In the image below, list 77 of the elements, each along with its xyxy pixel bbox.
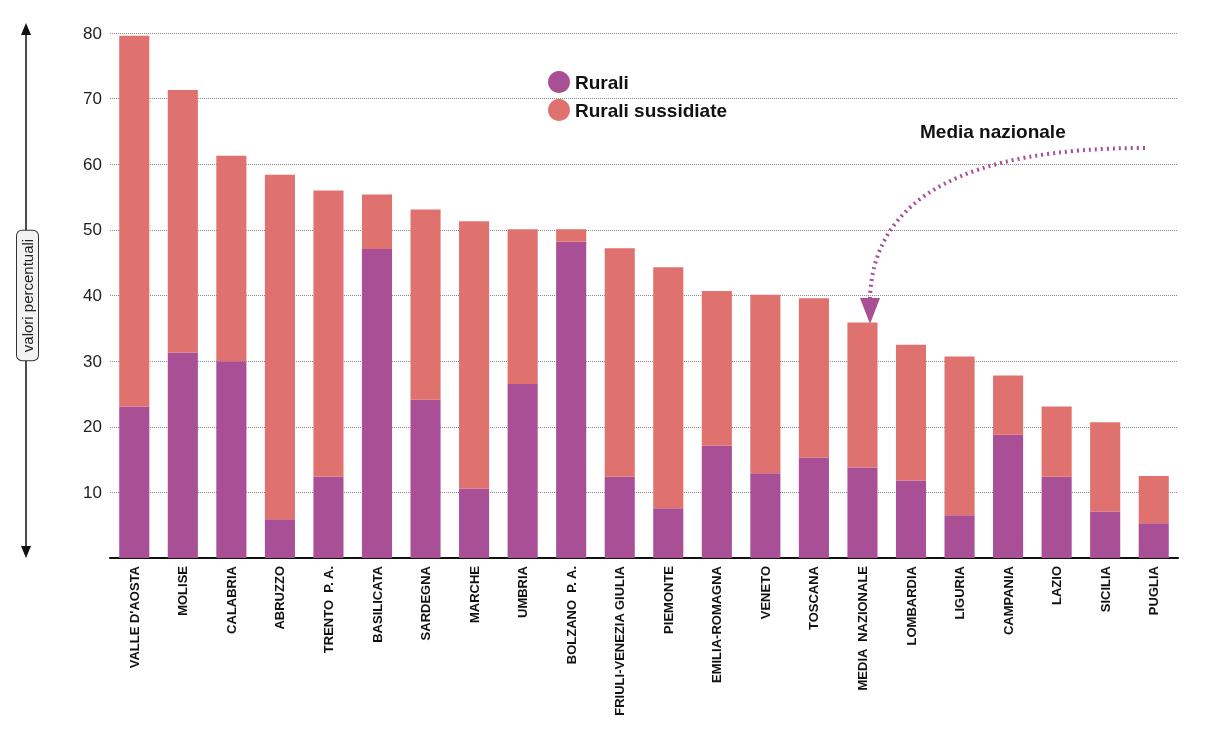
bar xyxy=(459,488,490,558)
x-tick-label: ABRUZZO xyxy=(272,566,288,630)
bar xyxy=(556,241,587,558)
bar xyxy=(1041,476,1072,558)
x-tick-label: VENETO xyxy=(757,566,773,620)
x-tick-label: LIGURIA xyxy=(952,565,968,620)
bar xyxy=(167,352,198,558)
bar xyxy=(750,473,781,558)
x-tick-label: PIEMONTE xyxy=(660,565,676,634)
x-tick-label: SARDEGNA xyxy=(418,565,434,641)
bar xyxy=(944,356,975,516)
bar xyxy=(993,375,1024,435)
x-tick-label: BOLZANO P. A. xyxy=(563,566,579,665)
bar xyxy=(459,221,490,489)
bar xyxy=(798,457,829,558)
bar xyxy=(1090,511,1121,558)
bar xyxy=(507,229,538,385)
bar xyxy=(556,229,587,242)
x-tick-label: FRIULI-VENEZIA GIULIA xyxy=(612,565,628,716)
y-tick-label: 70 xyxy=(83,89,102,109)
bar xyxy=(1090,422,1121,512)
bar xyxy=(264,519,295,558)
bar xyxy=(750,294,781,474)
bar xyxy=(167,90,198,353)
legend-label: Rurali xyxy=(575,71,629,93)
bar xyxy=(701,445,732,558)
bar xyxy=(216,361,247,558)
x-tick-label: MOLISE xyxy=(175,565,191,616)
bar xyxy=(264,174,295,520)
legend-label: Rurali sussidiate xyxy=(575,99,728,121)
bar xyxy=(604,248,635,477)
y-tick-label: 50 xyxy=(83,220,102,240)
bar xyxy=(604,476,635,558)
bar xyxy=(653,267,684,509)
x-tick-label: MEDIA NAZIONALE xyxy=(854,565,870,691)
bar xyxy=(410,209,441,400)
y-tick-label: 60 xyxy=(83,154,102,174)
bar xyxy=(847,467,878,558)
y-tick-label: 80 xyxy=(83,23,102,43)
x-tick-label: CAMPANIA xyxy=(1000,565,1016,636)
bar xyxy=(119,35,150,407)
x-tick-label: BASILICATA xyxy=(369,565,385,643)
x-tick-label: VALLE D'AOSTA xyxy=(126,565,142,669)
bar xyxy=(895,344,927,481)
bar xyxy=(653,508,684,558)
bar xyxy=(1138,475,1169,524)
bar xyxy=(798,298,829,458)
bar xyxy=(1041,406,1072,477)
y-tick-label: 40 xyxy=(83,286,102,305)
x-tick-label: LOMBARDIA xyxy=(903,565,919,646)
annotation: Media nazionale xyxy=(920,120,1066,142)
y-tick-label: 20 xyxy=(83,417,102,437)
bar xyxy=(119,406,150,558)
bar xyxy=(361,248,393,558)
x-tick-label: TRENTO P. A. xyxy=(320,566,336,654)
y-tick-label: 30 xyxy=(83,351,102,371)
bar xyxy=(507,384,538,558)
x-tick-label: UMBRIA xyxy=(515,565,531,618)
x-tick-label: CALABRIA xyxy=(223,565,239,634)
x-tick-label: PUGLIA xyxy=(1146,565,1162,616)
bar xyxy=(1138,523,1169,558)
bar xyxy=(313,190,344,477)
x-tick-label: EMILIA-ROMAGNA xyxy=(709,565,725,683)
bar xyxy=(895,480,927,558)
x-tick-label: TOSCANA xyxy=(806,565,822,631)
x-tick-label: MARCHE xyxy=(466,565,482,624)
bar xyxy=(944,515,975,558)
x-tick-label: LAZIO xyxy=(1049,566,1065,605)
bar xyxy=(361,194,393,249)
bar xyxy=(701,290,732,446)
y-axis-title: valori percentuali xyxy=(19,238,36,353)
bar xyxy=(993,434,1024,558)
x-tick-label: SICILIA xyxy=(1097,565,1113,613)
bar xyxy=(216,155,247,362)
y-tick-label: 10 xyxy=(83,482,102,502)
bar xyxy=(313,476,344,558)
bar xyxy=(410,399,441,558)
